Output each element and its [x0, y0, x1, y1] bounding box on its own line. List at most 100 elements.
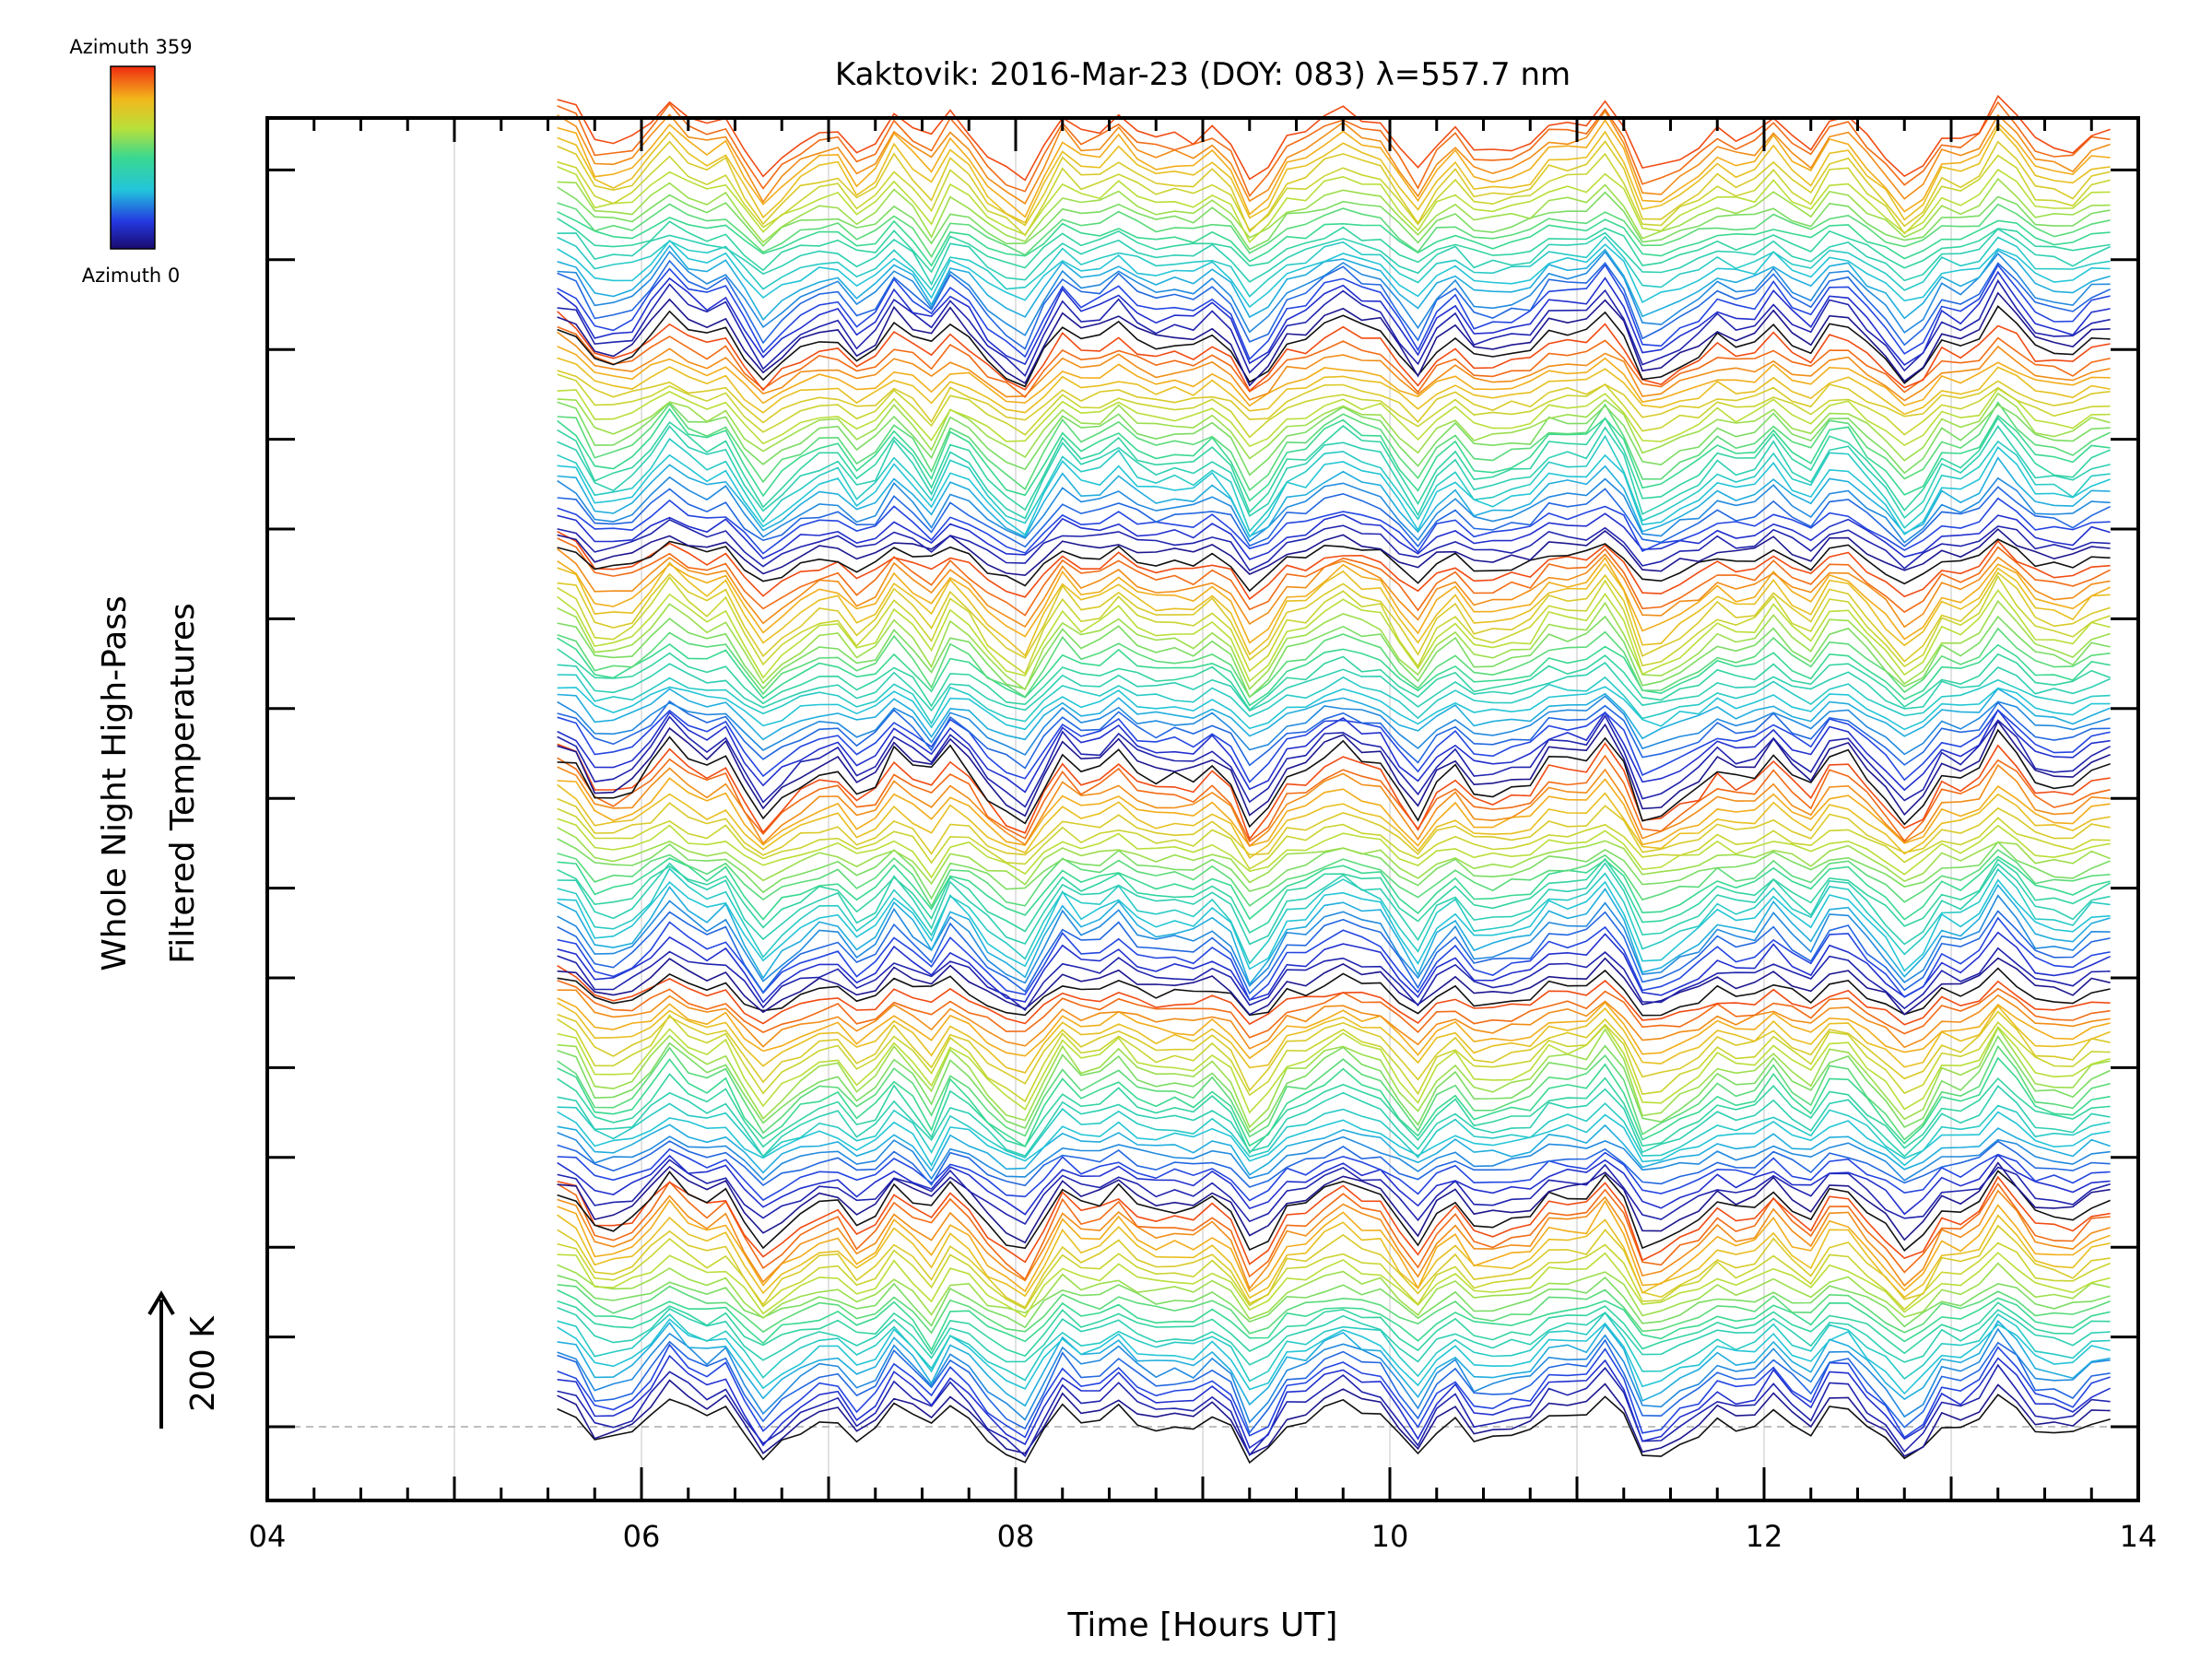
axis-ticks [265, 118, 2140, 1500]
colorbar-legend: Azimuth 359 Azimuth 0 [69, 36, 192, 287]
series-line-50 [557, 947, 2111, 1012]
series-line-121 [557, 291, 2111, 387]
series-line-135 [557, 177, 2111, 244]
series-line-36 [557, 1056, 2111, 1148]
x-tick-label: 14 [2120, 1519, 2158, 1554]
series-line-79 [557, 688, 2111, 741]
series-line-26 [557, 1159, 2111, 1226]
series-line-0 [557, 1394, 2111, 1465]
series-line-9 [557, 1312, 2111, 1382]
series-line-90 [557, 571, 2111, 663]
series-line-57 [557, 867, 2111, 965]
series-line-39 [557, 1026, 2111, 1129]
series-line-16 [557, 1252, 2111, 1318]
series-line-91 [557, 561, 2111, 657]
colorbar-bottom-label: Azimuth 0 [82, 265, 181, 287]
series-line-80 [557, 686, 2111, 731]
x-axis-label: Time [Hours UT] [1067, 1606, 1338, 1644]
series-line-73 [557, 720, 2111, 818]
series-line-51 [557, 931, 2111, 1004]
series-line-19 [557, 1214, 2111, 1300]
x-tick-label: 12 [1746, 1519, 1783, 1554]
series-line-94 [557, 537, 2111, 617]
series-line-122 [557, 278, 2111, 378]
series-line-45 [557, 989, 2111, 1050]
series-line-125 [557, 259, 2111, 350]
y-axis-label-line1: Whole Night High-Pass [96, 595, 134, 971]
series-line-27 [557, 1154, 2111, 1216]
series-line-108 [557, 407, 2111, 502]
series-line-64 [557, 818, 2111, 879]
series-line-140 [557, 119, 2111, 218]
series-line-141 [557, 110, 2111, 205]
series-line-78 [557, 695, 2111, 757]
series-line-112 [557, 387, 2111, 448]
series-line-13 [557, 1284, 2111, 1335]
series-line-68 [557, 777, 2111, 847]
series-line-123 [557, 270, 2111, 366]
series-line-113 [557, 373, 2111, 439]
series-line-115 [557, 357, 2111, 416]
series-line-4 [557, 1343, 2111, 1439]
series-line-126 [557, 250, 2111, 336]
series-line-99 [557, 512, 2111, 560]
series-line-21 [557, 1189, 2111, 1290]
series-line-88 [557, 589, 2111, 683]
series-line-93 [557, 547, 2111, 629]
series-line-7 [557, 1320, 2111, 1407]
series-line-98 [557, 518, 2111, 571]
series-line-92 [557, 556, 2111, 644]
series-line-60 [557, 855, 2111, 921]
series-line-120 [557, 305, 2111, 388]
series-line-97 [557, 528, 2111, 577]
y-axis-label-line2: Filtered Temperatures [164, 603, 202, 964]
series-line-30 [557, 1132, 2111, 1182]
series-line-83 [557, 648, 2111, 712]
series-line-114 [557, 370, 2111, 424]
series-line-69 [557, 763, 2111, 848]
series-line-142 [557, 100, 2111, 198]
series-line-117 [557, 331, 2111, 402]
series-line-130 [557, 228, 2111, 287]
x-tick-label: 10 [1371, 1519, 1409, 1554]
series-line-32 [557, 1111, 2111, 1167]
series-line-12 [557, 1288, 2111, 1352]
series-line-66 [557, 797, 2111, 856]
series-line-14 [557, 1275, 2111, 1329]
scale-label: 200 K [184, 1315, 222, 1412]
series-line-111 [557, 392, 2111, 462]
series-line-55 [557, 883, 2111, 986]
series-line-100 [557, 497, 2111, 555]
series-line-1 [557, 1379, 2111, 1458]
series-line-96 [557, 538, 2111, 593]
series-line-137 [557, 152, 2111, 237]
series-line-106 [557, 425, 2111, 520]
series-line-46 [557, 979, 2111, 1039]
series-line-22 [557, 1181, 2111, 1281]
series-line-65 [557, 807, 2111, 870]
x-tick-labels: 04 06 08 10 12 14 [249, 1519, 2158, 1554]
series-line-52 [557, 916, 2111, 1002]
series-line-44 [557, 997, 2111, 1060]
series-line-15 [557, 1262, 2111, 1320]
series-line-75 [557, 708, 2111, 794]
series-line-89 [557, 574, 2111, 676]
series-line-62 [557, 838, 2111, 900]
x-tick-label: 04 [249, 1519, 287, 1554]
series-line-110 [557, 401, 2111, 477]
series-line-131 [557, 218, 2111, 274]
series-line-54 [557, 894, 2111, 987]
series-line-124 [557, 264, 2111, 360]
series-line-47 [557, 965, 2111, 1026]
series-line-118 [557, 325, 2111, 399]
series-line-48 [557, 967, 2111, 1017]
series-line-8 [557, 1318, 2111, 1395]
series-line-103 [557, 456, 2111, 538]
series-line-129 [557, 235, 2111, 298]
series-line-86 [557, 615, 2111, 699]
series-line-76 [557, 709, 2111, 783]
scale-indicator: 200 K [147, 1290, 222, 1429]
series-line-11 [557, 1300, 2111, 1358]
series-line-139 [557, 125, 2111, 224]
